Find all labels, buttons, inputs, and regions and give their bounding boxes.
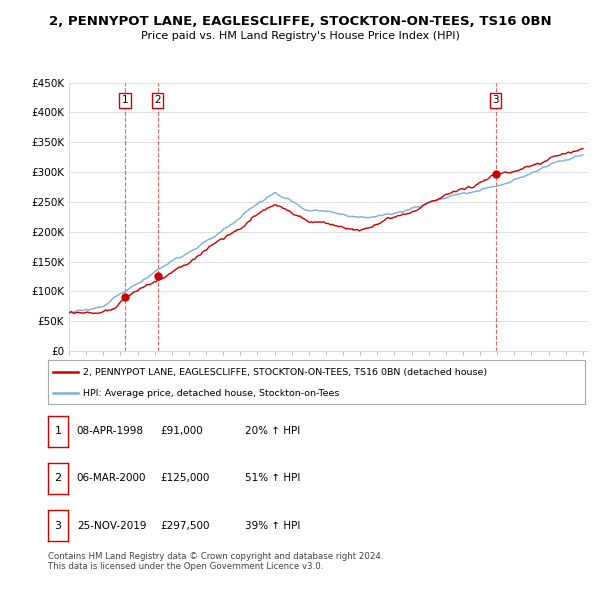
Text: 08-APR-1998: 08-APR-1998	[77, 427, 144, 436]
Text: 1: 1	[122, 96, 128, 106]
Text: £125,000: £125,000	[161, 474, 210, 483]
Text: Contains HM Land Registry data © Crown copyright and database right 2024.
This d: Contains HM Land Registry data © Crown c…	[48, 552, 383, 571]
Text: HPI: Average price, detached house, Stockton-on-Tees: HPI: Average price, detached house, Stoc…	[83, 389, 339, 398]
Text: 51% ↑ HPI: 51% ↑ HPI	[245, 474, 300, 483]
Text: 1: 1	[55, 427, 61, 436]
Text: 2: 2	[154, 96, 161, 106]
Text: 06-MAR-2000: 06-MAR-2000	[77, 474, 146, 483]
Text: 20% ↑ HPI: 20% ↑ HPI	[245, 427, 300, 436]
Text: £91,000: £91,000	[161, 427, 203, 436]
Text: 2, PENNYPOT LANE, EAGLESCLIFFE, STOCKTON-ON-TEES, TS16 0BN: 2, PENNYPOT LANE, EAGLESCLIFFE, STOCKTON…	[49, 15, 551, 28]
Text: 3: 3	[55, 521, 61, 530]
Text: £297,500: £297,500	[161, 521, 211, 530]
Text: 39% ↑ HPI: 39% ↑ HPI	[245, 521, 300, 530]
Text: 25-NOV-2019: 25-NOV-2019	[77, 521, 146, 530]
Text: Price paid vs. HM Land Registry's House Price Index (HPI): Price paid vs. HM Land Registry's House …	[140, 31, 460, 41]
Text: 3: 3	[492, 96, 499, 106]
Text: 2, PENNYPOT LANE, EAGLESCLIFFE, STOCKTON-ON-TEES, TS16 0BN (detached house): 2, PENNYPOT LANE, EAGLESCLIFFE, STOCKTON…	[83, 368, 487, 377]
Text: 2: 2	[55, 474, 61, 483]
